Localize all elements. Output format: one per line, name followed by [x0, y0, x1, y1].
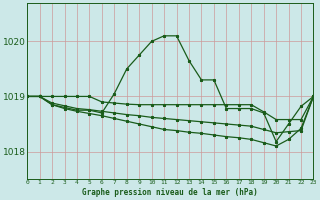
X-axis label: Graphe pression niveau de la mer (hPa): Graphe pression niveau de la mer (hPa) — [83, 188, 258, 197]
